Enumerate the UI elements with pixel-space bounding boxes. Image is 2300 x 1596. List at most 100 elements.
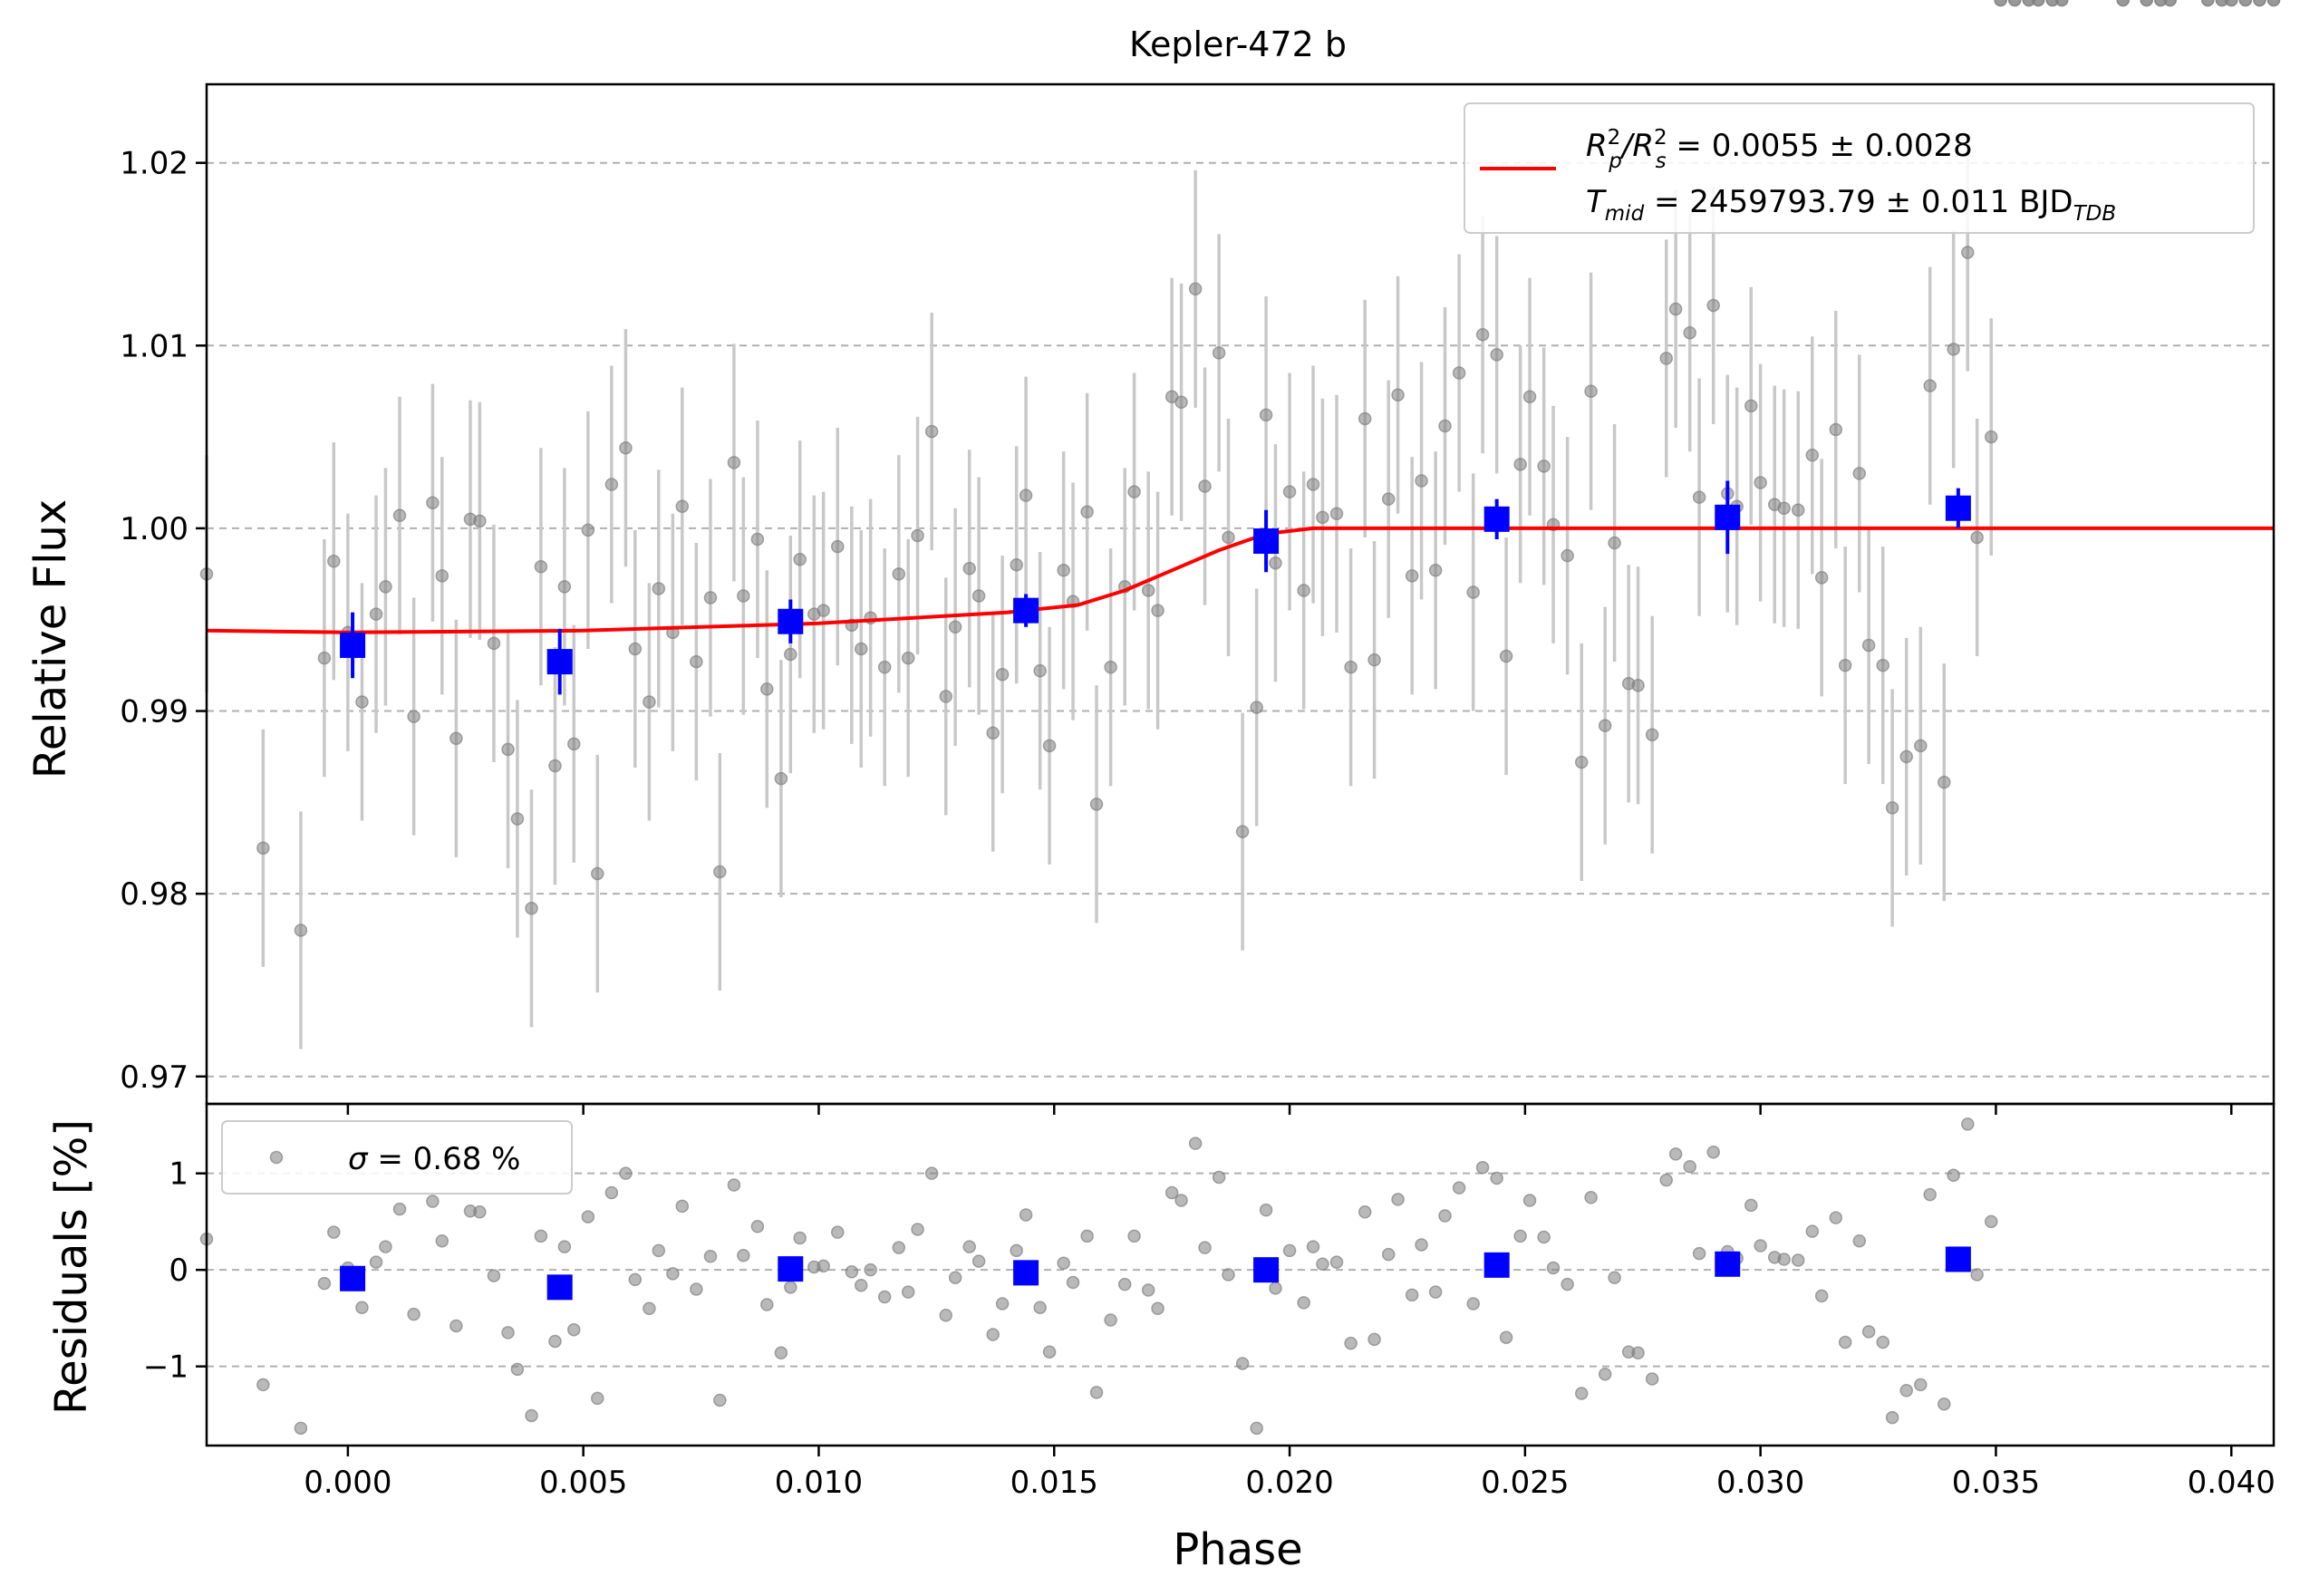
- raw-point: [737, 589, 750, 603]
- residual-point: [510, 1362, 525, 1377]
- legend-r2-sub: s: [1656, 150, 1667, 173]
- raw-point: [690, 654, 703, 669]
- residual-point: [1367, 1332, 1381, 1347]
- chart-title: Kepler-472 b: [1129, 24, 1347, 64]
- raw-point: [1259, 408, 1273, 422]
- residual-point: [1914, 1378, 1928, 1392]
- residual-point: [939, 1308, 953, 1322]
- residual-point: [1057, 1256, 1070, 1270]
- raw-point: [1923, 379, 1937, 392]
- raw-point: [548, 759, 562, 773]
- raw-point: [1861, 638, 1876, 653]
- residual-point: [487, 1269, 501, 1282]
- residual-point: [892, 1241, 906, 1254]
- raw-point: [784, 647, 797, 662]
- bottom-ytick-label: 0: [169, 1253, 188, 1289]
- raw-point: [1598, 719, 1612, 732]
- raw-point: [995, 667, 1010, 682]
- residual-point: [864, 1262, 877, 1277]
- residual-point: [877, 1290, 892, 1304]
- raw-point: [379, 580, 392, 594]
- residual-point: [2154, 0, 2168, 7]
- residual-point: [604, 1185, 619, 1200]
- residual-point: [1984, 1214, 1998, 1229]
- bottom-legend-label: σ = 0.68 %: [348, 1141, 520, 1177]
- residual-point: [1744, 1198, 1758, 1213]
- residual-point: [1645, 1372, 1659, 1386]
- bottom-xlabel: Phase: [1173, 1524, 1302, 1575]
- residual-point: [1659, 1173, 1673, 1187]
- raw-point: [831, 539, 845, 554]
- residual-point: [995, 1297, 1010, 1311]
- residual-point: [1947, 1168, 1960, 1183]
- residual-point: [2215, 0, 2229, 7]
- raw-point: [426, 496, 440, 509]
- residual-point: [2022, 0, 2036, 7]
- residual-point: [1381, 1247, 1396, 1262]
- residual-point: [1089, 1386, 1104, 1399]
- bottom-xtick-label: 0.020: [1245, 1465, 1333, 1501]
- residual-point: [948, 1271, 962, 1284]
- residual-point: [1080, 1229, 1094, 1243]
- residual-point: [1490, 1171, 1503, 1185]
- top-ylabel: Relative Flux: [25, 499, 76, 779]
- residual-point: [1405, 1288, 1419, 1302]
- residual-point: [1222, 1268, 1235, 1282]
- residual-point: [501, 1326, 515, 1340]
- residual-point: [392, 1202, 407, 1216]
- legend-r2: /R: [1619, 128, 1654, 164]
- residual-point: [1923, 1187, 1937, 1202]
- residual-point: [962, 1240, 976, 1253]
- residual-point: [1033, 1301, 1047, 1314]
- residual-point: [1561, 1277, 1574, 1291]
- legend-radius-ratio: R2 p/R2 s = 0.0055 ± 0.0028: [1586, 126, 1973, 173]
- bottom-ylabel: Residuals [%]: [46, 1119, 97, 1415]
- raw-point: [294, 924, 308, 937]
- raw-point: [355, 695, 369, 709]
- residual-point: [567, 1322, 581, 1337]
- residual-point: [1235, 1357, 1250, 1370]
- residual-point: [793, 1231, 807, 1245]
- raw-point: [971, 589, 986, 603]
- raw-point: [1080, 505, 1094, 519]
- residual-point: [1598, 1367, 1612, 1381]
- residual-point: [727, 1178, 741, 1192]
- raw-point: [727, 456, 741, 469]
- raw-point: [1561, 548, 1574, 563]
- binned-residual-point: [1945, 1246, 1971, 1272]
- raw-point: [473, 514, 487, 528]
- residual-point: [760, 1298, 774, 1311]
- bottom-ytick-label: 1: [169, 1156, 188, 1193]
- raw-point: [1250, 701, 1263, 714]
- residual-point: [774, 1346, 788, 1360]
- residual-point: [1452, 1181, 1466, 1195]
- raw-point: [1174, 395, 1188, 410]
- raw-point: [1608, 536, 1621, 550]
- raw-point: [1316, 510, 1329, 525]
- raw-point: [1683, 325, 1696, 340]
- raw-point: [317, 651, 332, 665]
- residual-point: [2163, 0, 2177, 7]
- binned-residual-point: [546, 1274, 573, 1301]
- raw-point: [1344, 660, 1358, 674]
- raw-point: [1899, 750, 1913, 764]
- raw-point: [854, 642, 868, 656]
- bottom-xtick-label: 0.010: [775, 1465, 863, 1501]
- raw-point: [1198, 479, 1212, 493]
- legend-t-sub: mid: [1605, 202, 1645, 226]
- bottom-xtick-label: 0.005: [539, 1465, 627, 1501]
- residual-point: [1537, 1230, 1551, 1244]
- residual-point: [986, 1328, 1000, 1341]
- residual-point: [426, 1195, 440, 1208]
- binned-point: [1013, 597, 1039, 624]
- raw-point: [1010, 557, 1023, 572]
- raw-point: [1428, 564, 1443, 577]
- residual-point: [713, 1393, 727, 1407]
- residual-point: [628, 1272, 643, 1287]
- residual-point: [1010, 1243, 1023, 1258]
- raw-point: [1692, 490, 1706, 504]
- raw-point: [1222, 530, 1235, 545]
- bottom-xtick-label: 0.030: [1716, 1465, 1804, 1501]
- raw-point: [1829, 422, 1843, 437]
- raw-point: [1391, 388, 1405, 401]
